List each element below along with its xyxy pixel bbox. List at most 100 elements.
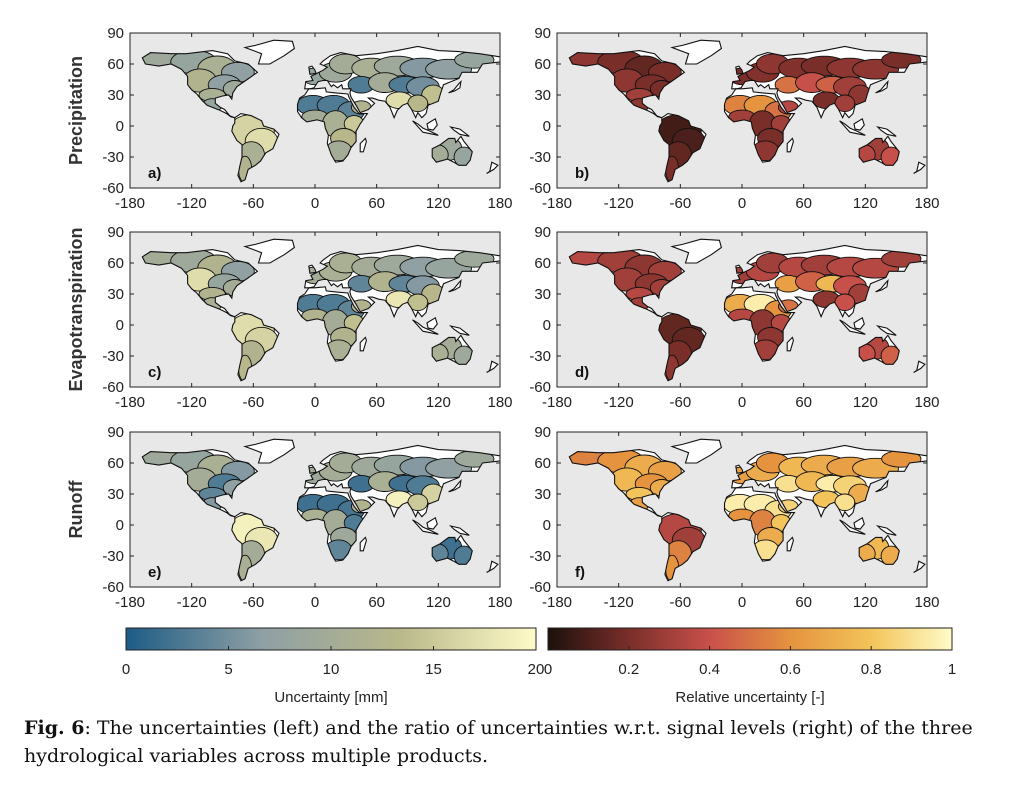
coastline	[723, 286, 796, 362]
coastline	[723, 87, 796, 163]
coastline	[141, 249, 259, 318]
coastline	[858, 135, 900, 166]
y-tick-label: 90	[107, 224, 124, 241]
coastline	[296, 286, 369, 362]
y-tick-label: 0	[543, 517, 551, 534]
panel-label: c)	[148, 364, 161, 381]
coastline	[426, 117, 438, 131]
colorbar-tick-label: 1	[948, 661, 956, 678]
coastline	[231, 312, 280, 382]
y-tick-label: 60	[107, 56, 124, 73]
land-borneo	[854, 517, 865, 530]
coastline	[735, 65, 744, 75]
coastline	[412, 519, 439, 535]
y-tick-label: -60	[529, 379, 551, 396]
x-tick-label: 180	[487, 394, 512, 411]
coastline	[875, 479, 889, 493]
y-tick-label: 30	[534, 87, 551, 104]
x-tick-label: 0	[311, 195, 319, 212]
coastline	[308, 464, 317, 474]
y-tick-label: -60	[102, 579, 124, 596]
coastline	[308, 65, 317, 75]
y-tick-label: -30	[529, 548, 551, 565]
land-borneo	[427, 118, 438, 131]
coastline	[359, 536, 367, 552]
coastline	[308, 264, 317, 274]
coastline	[731, 45, 927, 120]
x-tick-label: 120	[853, 195, 878, 212]
coastline	[231, 113, 280, 183]
coastline	[786, 137, 794, 153]
coastline	[875, 126, 897, 137]
x-tick-label: -180	[542, 195, 572, 212]
x-tick-label: -180	[542, 394, 572, 411]
y-tick-label: 30	[107, 286, 124, 303]
y-tick-label: -30	[102, 548, 124, 565]
coastline	[853, 117, 865, 131]
x-tick-label: -60	[669, 594, 691, 611]
coastline	[359, 336, 367, 352]
coastline	[875, 325, 897, 336]
x-tick-label: 0	[311, 394, 319, 411]
colorbar-tick-label: 10	[323, 661, 340, 678]
x-tick-label: 120	[853, 594, 878, 611]
land-greenland	[672, 439, 722, 463]
row-label: Evapotranspiration	[66, 227, 86, 391]
x-tick-label: -180	[115, 195, 145, 212]
coastline	[839, 319, 866, 335]
coastline	[731, 244, 927, 319]
land-borneo	[427, 317, 438, 330]
coastline	[296, 87, 369, 163]
colorbar-tick-label: 15	[425, 661, 442, 678]
coastline	[486, 161, 499, 174]
panel-label: f)	[575, 564, 585, 581]
y-tick-label: 30	[107, 486, 124, 503]
coastline	[431, 534, 473, 565]
y-tick-label: 60	[534, 255, 551, 272]
colorbar-tick-label: 0.4	[699, 661, 720, 678]
land-madagascar	[360, 138, 367, 152]
caption-text: : The uncertainties (left) and the ratio…	[24, 717, 973, 767]
coastline	[448, 279, 462, 293]
coastline	[731, 444, 927, 519]
land-nz	[913, 162, 925, 174]
coastline	[853, 516, 865, 530]
coastline	[486, 560, 499, 573]
coastline	[431, 135, 473, 166]
x-tick-label: 120	[426, 594, 451, 611]
y-tick-label: -60	[529, 579, 551, 596]
coastline	[141, 50, 259, 119]
x-tick-label: 60	[368, 195, 385, 212]
coastline	[448, 80, 462, 94]
y-tick-label: -60	[529, 180, 551, 197]
land-greenland	[245, 239, 295, 263]
y-tick-label: 30	[534, 286, 551, 303]
y-tick-label: 30	[534, 486, 551, 503]
x-tick-label: 180	[914, 394, 939, 411]
coastline	[853, 316, 865, 330]
coastline	[875, 525, 897, 536]
colorbar	[547, 627, 953, 651]
panel-label: e)	[148, 564, 161, 581]
coastline	[658, 312, 707, 382]
x-tick-label: 60	[795, 594, 812, 611]
x-tick-label: -120	[604, 195, 634, 212]
y-tick-label: -30	[102, 149, 124, 166]
coastline	[723, 486, 796, 562]
x-tick-label: -60	[669, 394, 691, 411]
land-madagascar	[360, 537, 367, 551]
y-tick-label: 90	[534, 224, 551, 241]
coastline	[875, 80, 889, 94]
land-madagascar	[787, 537, 794, 551]
coastline	[735, 264, 744, 274]
row-label: Runoff	[66, 480, 86, 539]
land-madagascar	[787, 337, 794, 351]
colorbar-title: Uncertainty [mm]	[274, 689, 387, 706]
land-nz	[486, 361, 498, 373]
coastline	[448, 479, 462, 493]
coastline	[243, 39, 296, 65]
land-nz	[913, 361, 925, 373]
land-newguinea	[450, 326, 470, 336]
